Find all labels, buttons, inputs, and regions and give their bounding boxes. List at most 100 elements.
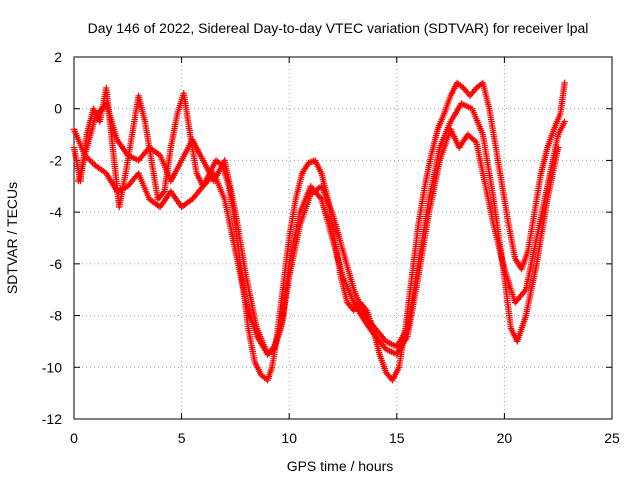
data-marker-run — [156, 152, 174, 183]
plot-border — [73, 56, 613, 420]
data-marker-run — [557, 81, 568, 118]
data-marker-run — [544, 133, 561, 190]
data-marker-run — [264, 365, 275, 384]
y-tick-label: -4 — [50, 204, 63, 220]
data-marker-run — [178, 197, 194, 211]
data-marker-run — [473, 80, 485, 92]
data-marker-run — [479, 170, 497, 227]
data-marker-run — [544, 128, 557, 151]
x-tick-label: 15 — [389, 430, 405, 446]
data-marker-run — [555, 120, 567, 138]
data-marker-run — [148, 157, 161, 201]
x-tick-label: 20 — [497, 430, 513, 446]
y-axis-label: SDTVAR / TECUs — [4, 182, 20, 294]
data-marker-run — [486, 105, 499, 149]
data-marker-run — [167, 188, 184, 209]
data-marker-run — [522, 236, 540, 293]
data-marker-run — [550, 112, 563, 133]
data-marker-run — [232, 247, 249, 304]
data-marker-run — [124, 152, 140, 163]
data-marker-run — [492, 144, 506, 188]
y-tick-label: -12 — [42, 411, 62, 427]
x-tick-labels: 0 5 10 15 20 25 — [70, 430, 620, 446]
data-marker-run — [189, 136, 206, 162]
data-marker-run — [221, 196, 239, 253]
x-tick-label: 10 — [281, 430, 297, 446]
data-marker-run — [458, 100, 474, 112]
x-axis-label: GPS time / hours — [287, 458, 394, 474]
data-marker-run — [499, 183, 512, 227]
data-marker-run — [372, 325, 388, 343]
data-marker-run — [292, 172, 305, 203]
data-marker-run — [350, 286, 367, 317]
data-marker-run — [286, 211, 303, 268]
data-marker-run — [501, 265, 518, 304]
data-marker-run — [531, 172, 544, 216]
data-marker-run — [154, 189, 167, 203]
data-marker-run — [425, 159, 443, 216]
data-marker-run — [113, 136, 130, 157]
data-marker-run — [479, 131, 497, 201]
data-marker-run — [180, 90, 194, 136]
data-marker-run — [270, 319, 286, 353]
data-marker-run — [361, 317, 378, 338]
data-marker-run — [298, 161, 311, 177]
data-marker-run — [533, 185, 551, 242]
y-tick-label: 0 — [54, 101, 62, 117]
data-marker-run — [199, 157, 217, 183]
x-tick-label: 0 — [70, 430, 78, 446]
data-marker-run — [382, 338, 399, 349]
data-marker-run — [524, 211, 538, 255]
data-marker-run — [339, 273, 357, 304]
y-tick-label: -2 — [50, 152, 63, 168]
data-marker-run — [253, 325, 271, 356]
data-marker-run — [92, 162, 108, 176]
data-marker-run — [518, 249, 531, 273]
data-marker-run — [146, 196, 162, 210]
series-arc-b — [70, 100, 562, 358]
data-marker-run — [167, 112, 181, 151]
data-marker-run — [103, 100, 120, 141]
data-marker-run — [286, 198, 299, 242]
data-marker-run — [113, 183, 130, 195]
data-marker-run — [103, 170, 120, 193]
data-marker-run — [464, 131, 479, 145]
data-marker-run — [473, 139, 486, 175]
chart-title: Day 146 of 2022, Sidereal Day-to-day VTE… — [88, 20, 589, 36]
data-marker-run — [537, 146, 551, 177]
data-marker-run — [440, 94, 454, 118]
data-marker-run — [178, 138, 195, 164]
data-marker-run — [408, 224, 422, 280]
y-tick-labels: -12 -10 -8 -6 -4 -2 0 2 — [42, 49, 62, 427]
data-marker-run — [505, 221, 518, 260]
data-marker-run — [318, 183, 335, 214]
data-marker-run — [296, 185, 314, 216]
data-marker-run — [221, 157, 239, 214]
data-marker — [561, 118, 568, 125]
data-marker-run — [167, 159, 184, 185]
data-marker-run — [415, 211, 432, 280]
data-marker-run — [436, 120, 453, 151]
data-marker-run — [279, 262, 293, 324]
data-marker-run — [372, 333, 388, 351]
data-marker-run — [382, 346, 399, 357]
data-marker-run — [415, 185, 428, 229]
data-marker-run — [329, 208, 346, 253]
data-marker-run — [466, 86, 479, 99]
y-tick-label: -6 — [50, 256, 63, 272]
y-tick-label: -8 — [50, 308, 63, 324]
data-marker-run — [404, 275, 422, 340]
data-marker-run — [522, 262, 540, 319]
data-marker-run — [311, 157, 324, 175]
series-arc-c — [75, 100, 568, 358]
data-marker-run — [264, 347, 276, 358]
data-marker-run — [305, 157, 317, 167]
data-marker-run — [434, 112, 447, 133]
data-marker-run — [135, 92, 148, 123]
data-marker-run — [428, 128, 441, 159]
data-marker-run — [146, 144, 162, 158]
data-marker-run — [189, 184, 205, 203]
data-marker-run — [245, 325, 258, 364]
data-marker-run — [251, 358, 264, 377]
data-marker-run — [447, 126, 462, 149]
